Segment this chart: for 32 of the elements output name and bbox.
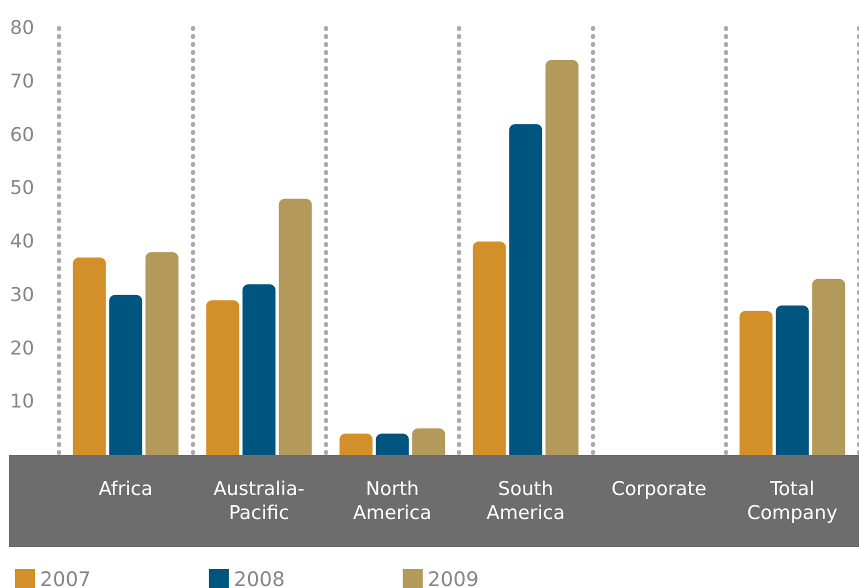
- bar: [812, 278, 846, 455]
- x-tick-label: Total Company: [747, 478, 838, 524]
- legend-label: 2008: [234, 567, 285, 588]
- bar: [278, 198, 312, 455]
- y-tick-label: 80: [10, 17, 34, 39]
- x-tick-label: Africa: [98, 478, 153, 500]
- y-tick-label: 60: [10, 124, 34, 146]
- bar: [412, 428, 446, 455]
- y-tick-label: 10: [10, 390, 34, 413]
- y-tick-label: 50: [10, 177, 34, 200]
- x-tick-label: Corporate: [612, 478, 706, 500]
- y-tick-label: 40: [10, 230, 34, 252]
- bar: [242, 284, 276, 455]
- bar: [376, 434, 409, 455]
- x-tick-label: North America: [353, 478, 432, 524]
- bar: [145, 252, 178, 455]
- bar: [509, 124, 542, 455]
- bar: [340, 434, 373, 455]
- bar: [109, 294, 142, 455]
- legend-label: 2009: [428, 567, 479, 588]
- y-tick-label: 20: [10, 337, 34, 360]
- bar: [545, 60, 578, 455]
- bar: [740, 310, 773, 455]
- x-tick-label: South America: [486, 478, 565, 524]
- bar: [776, 306, 809, 455]
- x-tick-label: Australia- Pacific: [214, 478, 304, 524]
- bar: [72, 258, 106, 455]
- y-tick-label: 70: [10, 70, 34, 92]
- bar: [472, 242, 506, 455]
- y-tick-label: 30: [10, 284, 34, 306]
- legend-label: 2007: [40, 567, 91, 588]
- bar: [206, 300, 240, 455]
